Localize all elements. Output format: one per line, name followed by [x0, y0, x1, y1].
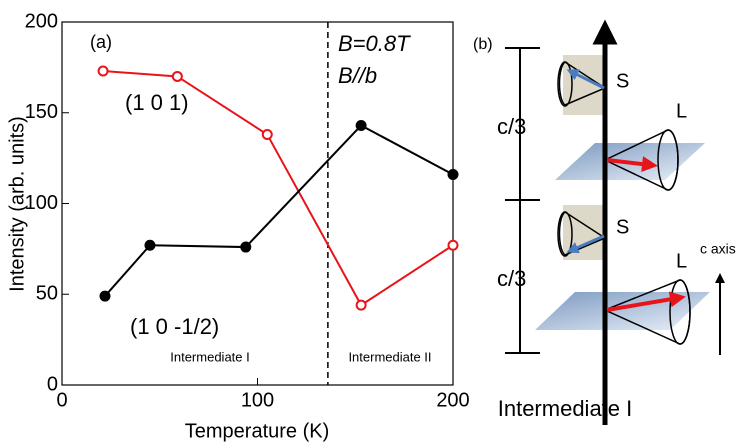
panel-label: (b) — [473, 36, 493, 53]
series-label: (1 0 1) — [125, 90, 189, 115]
y-tick-label: 100 — [25, 192, 58, 214]
data-point — [355, 119, 367, 131]
cone — [558, 61, 607, 106]
moment-arrow — [606, 156, 658, 173]
axis-label: c axis — [700, 241, 736, 257]
diagram-b: (b) c/3 c/3 S L S L c axis Intermediate … — [473, 19, 736, 425]
annotation: B=0.8T — [338, 31, 411, 56]
region-label: Intermediate I — [170, 349, 250, 364]
data-point — [447, 168, 459, 180]
data-point — [171, 70, 183, 82]
cone — [557, 211, 573, 257]
caption: Intermediate I — [498, 396, 633, 421]
x-tick-label: 100 — [241, 389, 274, 411]
data-point — [261, 129, 273, 141]
x-tick-label: 0 — [56, 389, 67, 411]
y-axis-label: Intensity (arb. units) — [6, 116, 28, 292]
cone — [557, 61, 573, 107]
cone — [558, 211, 607, 256]
moment-arrow — [566, 69, 605, 90]
series-line — [104, 124, 454, 297]
panel-label: (a) — [90, 32, 112, 52]
chart-a: (a) B=0.8T B//b Intermediate I Intermedi… — [6, 10, 469, 442]
spacing-label: c/3 — [497, 114, 526, 139]
x-tick-label: 200 — [436, 389, 469, 411]
moment-arrow — [566, 234, 605, 254]
data-point — [97, 65, 109, 77]
data-point — [355, 299, 367, 311]
y-tick-label: 50 — [36, 283, 58, 305]
x-axis-label: Temperature (K) — [185, 420, 330, 442]
data-point — [99, 290, 111, 302]
data-point — [447, 239, 459, 251]
series-label: (1 0 -1/2) — [130, 314, 219, 339]
data-point — [240, 241, 252, 253]
y-tick-label: 200 — [25, 10, 58, 32]
spacing-label: c/3 — [497, 266, 526, 291]
data-point — [144, 239, 156, 251]
moment-label: S — [616, 216, 629, 238]
plot-frame — [61, 21, 454, 386]
moment-label: L — [676, 100, 687, 122]
region-label: Intermediate II — [348, 349, 431, 364]
y-tick-label: 150 — [25, 101, 58, 123]
annotation: B//b — [338, 63, 377, 88]
moment-label: S — [616, 70, 629, 92]
y-tick-label: 0 — [47, 373, 58, 395]
cone — [669, 279, 691, 345]
moment-arrow — [606, 291, 686, 312]
moment-label: L — [676, 250, 687, 272]
plane — [535, 292, 710, 330]
cone — [657, 129, 679, 191]
